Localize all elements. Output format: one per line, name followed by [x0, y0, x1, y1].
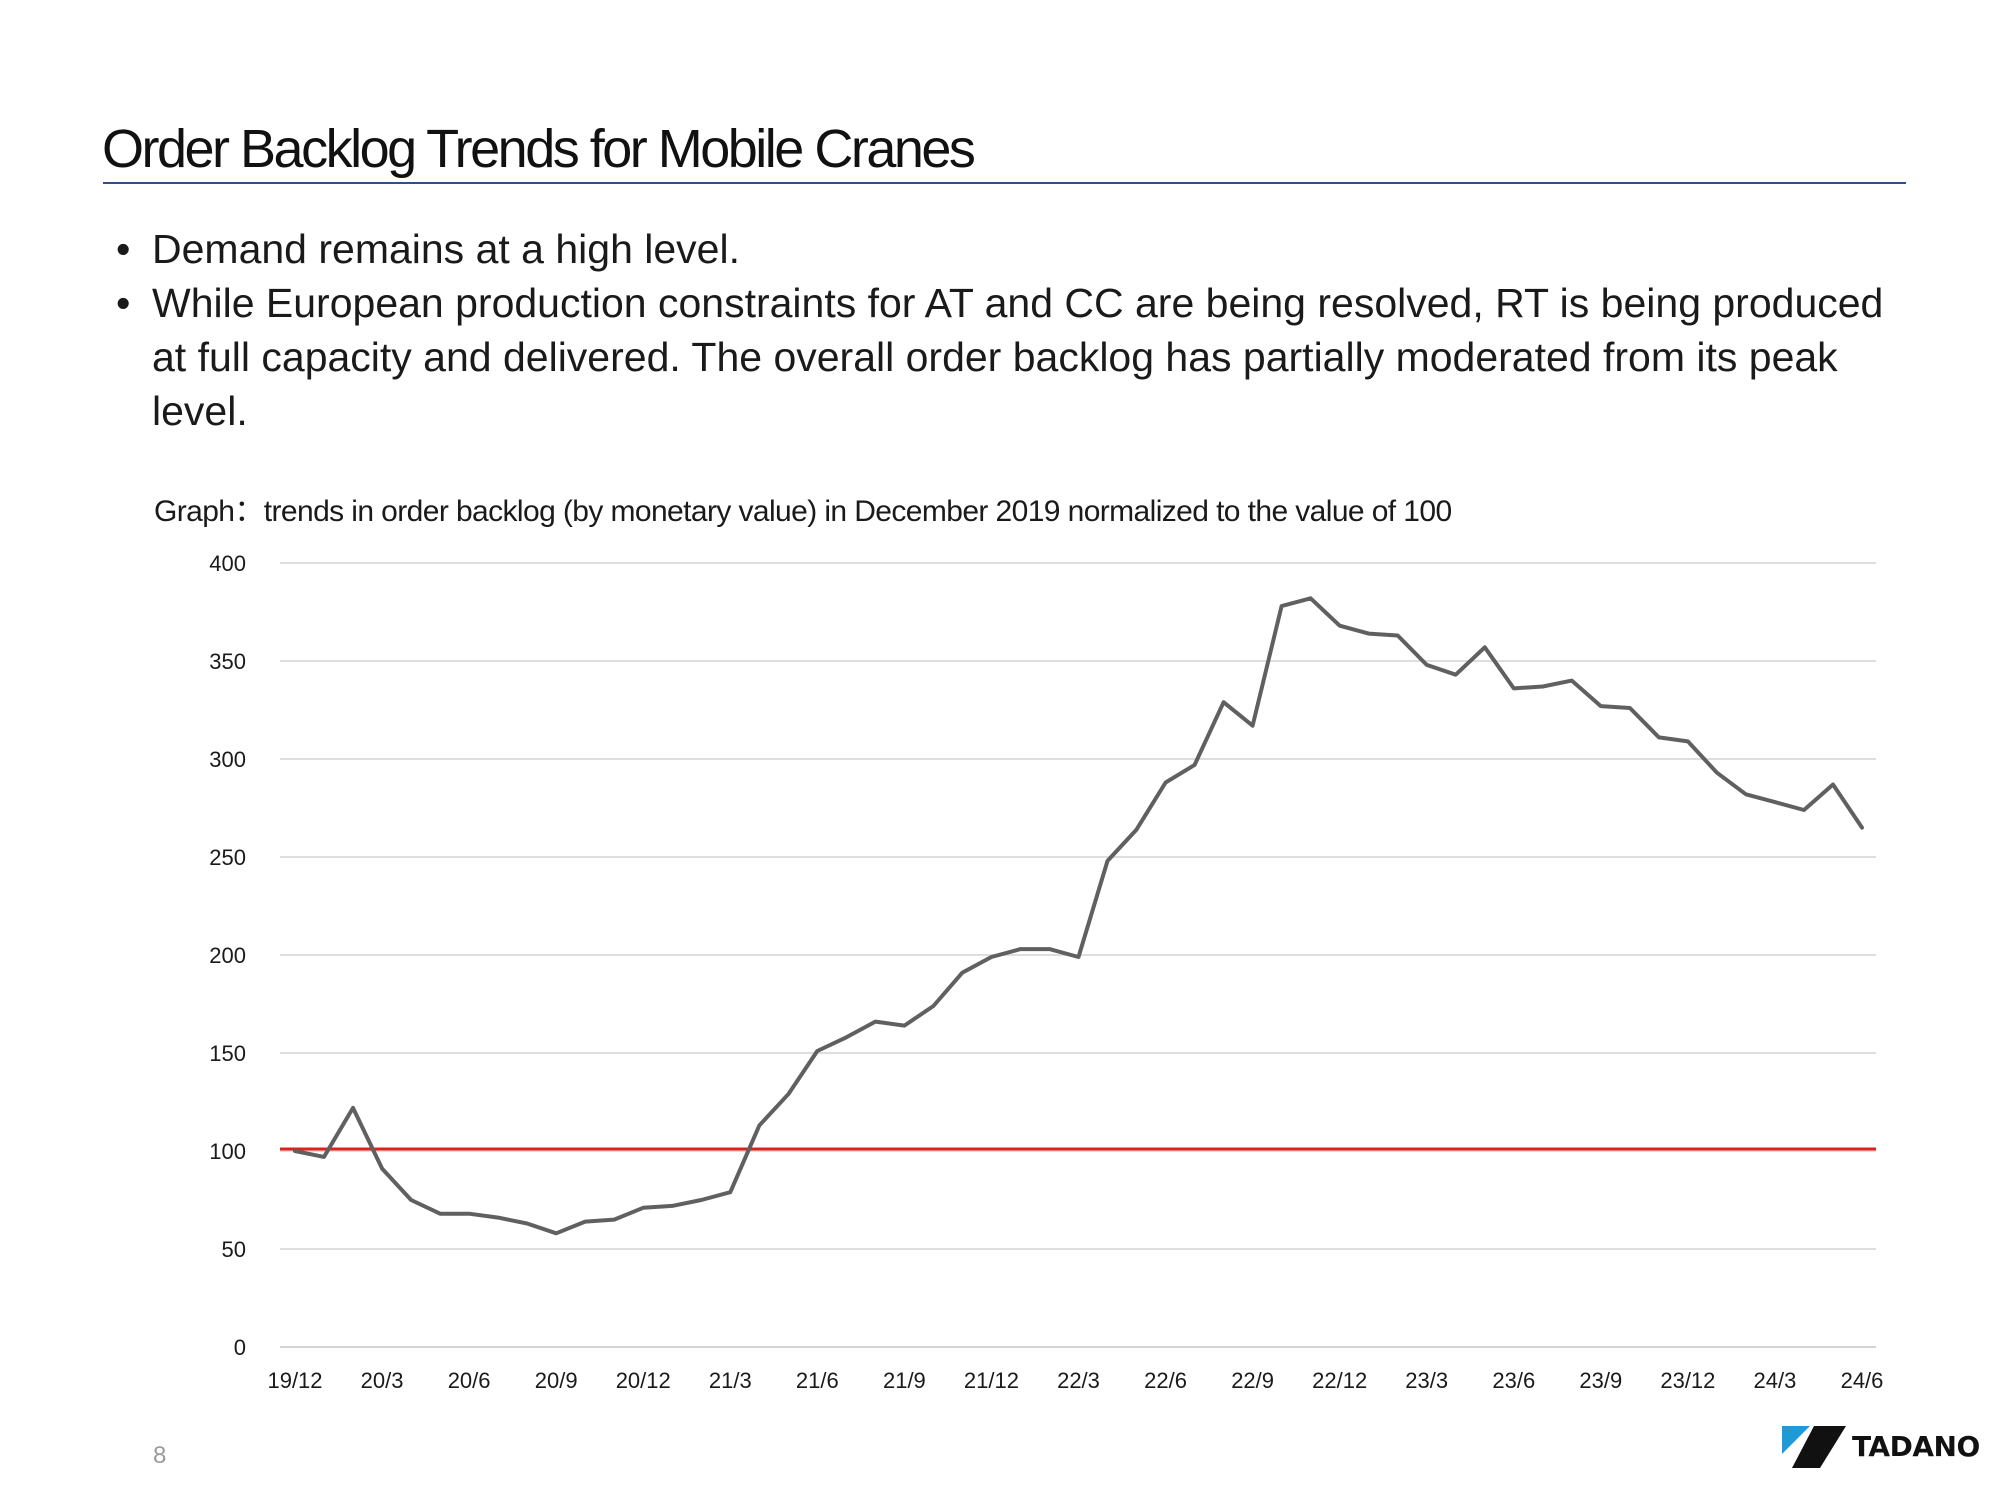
bullet-symbol: • — [116, 280, 131, 326]
y-tick-label: 50 — [222, 1237, 246, 1262]
chart-title: Graph：trends in order backlog (by moneta… — [154, 495, 1452, 528]
y-tick-label: 350 — [209, 649, 246, 674]
x-tick-label: 23/9 — [1579, 1368, 1622, 1393]
x-tick-label: 22/9 — [1231, 1368, 1274, 1393]
x-tick-label: 20/12 — [616, 1368, 671, 1393]
bullet-item: • Demand remains at a high level. — [112, 222, 1912, 276]
y-tick-label: 400 — [209, 551, 246, 576]
x-tick-label: 23/3 — [1405, 1368, 1448, 1393]
order-backlog-series-line — [293, 596, 1864, 1236]
x-tick-label: 19/12 — [267, 1368, 322, 1393]
x-tick-label: 21/6 — [796, 1368, 839, 1393]
x-tick-label: 21/3 — [709, 1368, 752, 1393]
tadano-logo-icon — [1782, 1426, 1846, 1468]
y-tick-label: 250 — [209, 845, 246, 870]
x-tick-label: 23/12 — [1660, 1368, 1715, 1393]
y-tick-label: 300 — [209, 747, 246, 772]
x-tick-label: 20/6 — [448, 1368, 491, 1393]
page-title: Order Backlog Trends for Mobile Cranes — [102, 119, 976, 179]
title-divider — [103, 182, 1906, 184]
tadano-logo: TADANO — [1782, 1424, 1982, 1474]
x-tick-label: 24/3 — [1754, 1368, 1797, 1393]
page-number: 8 — [153, 1442, 167, 1469]
bullet-list: • Demand remains at a high level. • Whil… — [112, 222, 1912, 438]
bullet-item: • While European production constraints … — [112, 276, 1912, 438]
bullet-symbol: • — [116, 226, 131, 272]
x-tick-label: 21/9 — [883, 1368, 926, 1393]
bullet-text: Demand remains at a high level. — [152, 226, 740, 272]
x-tick-label: 20/3 — [361, 1368, 404, 1393]
x-tick-label: 22/3 — [1057, 1368, 1100, 1393]
x-tick-label: 23/6 — [1492, 1368, 1535, 1393]
x-tick-label: 22/12 — [1312, 1368, 1367, 1393]
x-tick-label: 21/12 — [964, 1368, 1019, 1393]
y-tick-label: 200 — [209, 943, 246, 968]
bullet-text: While European production constraints fo… — [152, 280, 1884, 434]
x-tick-label: 24/6 — [1841, 1368, 1884, 1393]
y-tick-label: 0 — [234, 1335, 246, 1360]
x-tick-label: 20/9 — [535, 1368, 578, 1393]
x-tick-label: 22/6 — [1144, 1368, 1187, 1393]
logo-text: TADANO — [1852, 1430, 1980, 1463]
y-tick-label: 150 — [209, 1041, 246, 1066]
y-tick-label: 100 — [209, 1139, 246, 1164]
